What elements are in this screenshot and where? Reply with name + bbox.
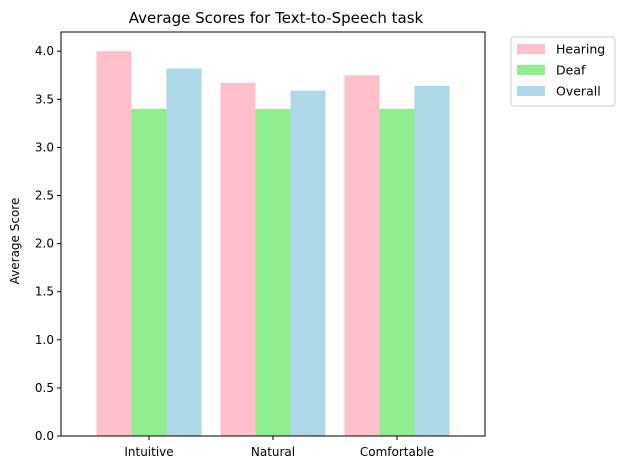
bars-group (96, 51, 450, 437)
bar-overall-intuitive (166, 68, 202, 437)
y-tick-label: 3.0 (35, 140, 54, 154)
x-tick-label: Comfortable (360, 445, 434, 459)
chart-title: Average Scores for Text-to-Speech task (129, 9, 424, 27)
y-tick-label: 2.5 (35, 189, 54, 203)
y-axis-label: Average Score (8, 198, 22, 285)
legend-swatch-hearing (517, 44, 545, 54)
y-tick-label: 0.5 (35, 381, 54, 395)
bar-deaf-intuitive (131, 108, 167, 436)
legend-label-deaf: Deaf (556, 63, 586, 78)
bar-deaf-natural (255, 108, 291, 436)
y-tick-label: 2.0 (35, 237, 54, 251)
legend-label-hearing: Hearing (556, 42, 605, 57)
plot-frame (60, 31, 486, 437)
legend-swatch-deaf (517, 65, 545, 75)
x-axis-ticks: Intuitive Natural Comfortable (124, 436, 434, 459)
x-tick-label: Natural (251, 445, 295, 459)
y-tick-label: 4.0 (35, 44, 54, 58)
bar-hearing-natural (220, 82, 256, 436)
bar-deaf-comfortable (379, 108, 415, 436)
legend: Hearing Deaf Overall (510, 36, 616, 107)
bar-overall-comfortable (414, 85, 450, 436)
y-tick-label: 1.5 (35, 285, 54, 299)
y-axis-ticks: 0.0 0.5 1.0 1.5 2.0 2.5 3.0 3.5 4.0 (35, 44, 61, 443)
legend-label-overall: Overall (556, 84, 601, 99)
y-tick-label: 3.5 (35, 92, 54, 106)
x-tick-label: Intuitive (124, 445, 173, 459)
legend-swatch-overall (517, 86, 545, 96)
y-tick-label: 1.0 (35, 333, 54, 347)
bar-hearing-intuitive (96, 51, 132, 436)
bar-hearing-comfortable (344, 75, 380, 437)
y-tick-label: 0.0 (35, 429, 54, 443)
bar-overall-natural (290, 90, 326, 436)
